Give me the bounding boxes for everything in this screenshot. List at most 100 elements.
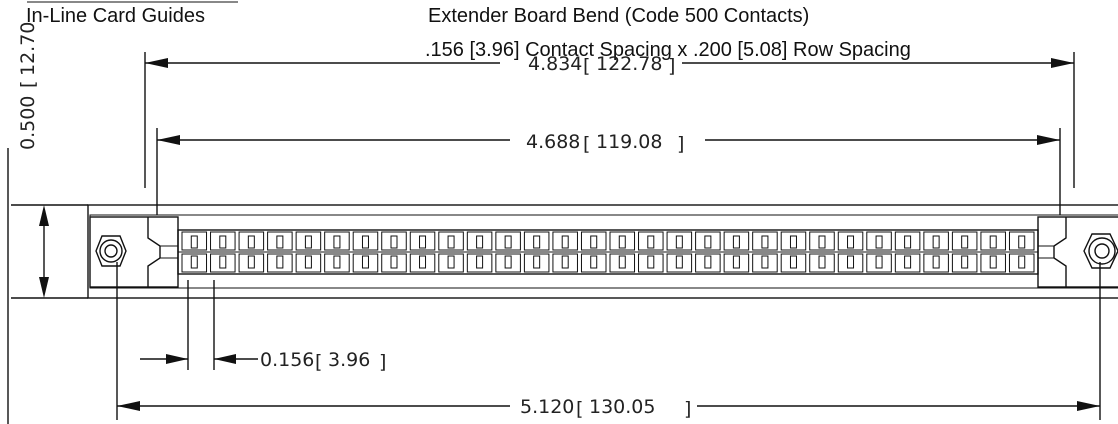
contact-pin [932, 235, 940, 249]
contact-pin [447, 235, 455, 249]
contact-pin [961, 255, 969, 269]
contact-cell [837, 253, 864, 273]
contact-cell [352, 253, 379, 273]
contact-pin [1018, 235, 1026, 249]
contact-cell [552, 231, 578, 251]
contact-cell [609, 231, 636, 251]
contact-cell [894, 253, 921, 273]
inner-top-dimension: 4.688 [ 119.08 ] [156, 128, 1061, 215]
contact-cell [1008, 253, 1035, 273]
contact-cell [866, 253, 892, 273]
left-nut-hole [104, 244, 118, 258]
inner-top-arrow-right [1037, 135, 1060, 145]
contact-pin [190, 235, 198, 249]
overall-top-bracket-open: [ [583, 55, 590, 77]
contact-cell [666, 231, 693, 251]
right-nut-ring [1088, 237, 1116, 265]
contact-pin [618, 255, 626, 269]
contact-cell [809, 253, 835, 273]
contact-cell [495, 231, 521, 251]
contact-cell [438, 253, 464, 273]
contact-cell [638, 231, 664, 251]
connector-body [87, 204, 1118, 299]
inner-top-bracket-open: [ [583, 133, 590, 155]
contact-cell [381, 253, 407, 273]
contact-cell [695, 231, 721, 251]
contact-array [181, 231, 1035, 273]
connector-outline [87, 204, 1118, 299]
contact-pin [1018, 255, 1026, 269]
pitch-arrow-left [166, 354, 188, 364]
contact-cell [638, 253, 664, 273]
contact-cell [752, 231, 778, 251]
contact-cell [210, 253, 236, 273]
pitch-dimension: 0.156 [ 3.96 ] [140, 280, 386, 373]
contact-cell [951, 231, 978, 251]
pitch-metric: 3.96 [328, 349, 370, 371]
contact-pin [190, 255, 198, 269]
contact-cell [1008, 231, 1035, 251]
contact-pin [761, 235, 769, 249]
contact-pin [875, 235, 883, 249]
left-nut-ring [99, 239, 123, 263]
contact-cell [381, 231, 407, 251]
left-guide-slot-lines [160, 245, 178, 259]
contact-cell [552, 253, 578, 273]
overall-bottom-bracket-open: [ [576, 398, 583, 420]
contact-cell [324, 253, 350, 273]
right-guide-slot-lines [1038, 245, 1054, 259]
contact-cell [580, 253, 607, 273]
right-guide-slot [1053, 217, 1067, 287]
contact-pin [847, 255, 855, 269]
overall-top-dimension: 4.834 [ 122.78 ] [144, 52, 1075, 188]
contact-cell [723, 253, 750, 273]
overall-bottom-arrow-right [1077, 401, 1100, 411]
contact-cell [980, 231, 1006, 251]
contact-pin [333, 255, 341, 269]
contact-pin [276, 255, 284, 269]
contact-pin [932, 255, 940, 269]
contact-cell [238, 253, 265, 273]
pitch-bracket-close: ] [379, 351, 386, 373]
contact-pin [219, 235, 227, 249]
contact-cell [181, 231, 208, 251]
title-line-2: .156 [3.96] Contact Spacing x .200 [5.08… [425, 39, 911, 61]
contact-cell [495, 253, 521, 273]
title-line-1: Extender Board Bend (Code 500 Contacts) [428, 5, 809, 27]
contact-pin [818, 235, 826, 249]
contact-pin [304, 235, 312, 249]
contact-cell [324, 231, 350, 251]
left-hex-nut [95, 235, 127, 267]
contact-cell [267, 253, 293, 273]
height-dimension: 0.500 [ 12.70 [7, 22, 88, 424]
contact-pin [904, 255, 912, 269]
contact-pin [704, 235, 712, 249]
contact-cell [809, 231, 835, 251]
pitch-value: 0.156 [260, 349, 314, 371]
contact-cell [238, 231, 265, 251]
inner-top-value: 4.688 [526, 131, 580, 153]
inner-top-metric: 119.08 [596, 131, 662, 153]
pitch-arrow-right [214, 354, 236, 364]
contact-cell [409, 253, 436, 273]
contact-pin [847, 235, 855, 249]
inner-top-arrow-left [157, 135, 180, 145]
contact-pin [590, 235, 598, 249]
contact-pin [732, 255, 740, 269]
contact-pin [276, 235, 284, 249]
overall-top-value: 4.834 [528, 53, 582, 75]
inner-top-bracket-close: ] [677, 133, 684, 155]
contact-pin [390, 235, 398, 249]
contact-pin [647, 255, 655, 269]
contact-cell [438, 231, 464, 251]
contact-pin [961, 235, 969, 249]
contact-cell [780, 231, 807, 251]
contact-pin [675, 235, 683, 249]
contact-pin [533, 235, 541, 249]
contact-pin [590, 255, 598, 269]
contact-pin [561, 235, 569, 249]
left-guide-block [89, 216, 179, 288]
contact-cell [181, 253, 208, 273]
